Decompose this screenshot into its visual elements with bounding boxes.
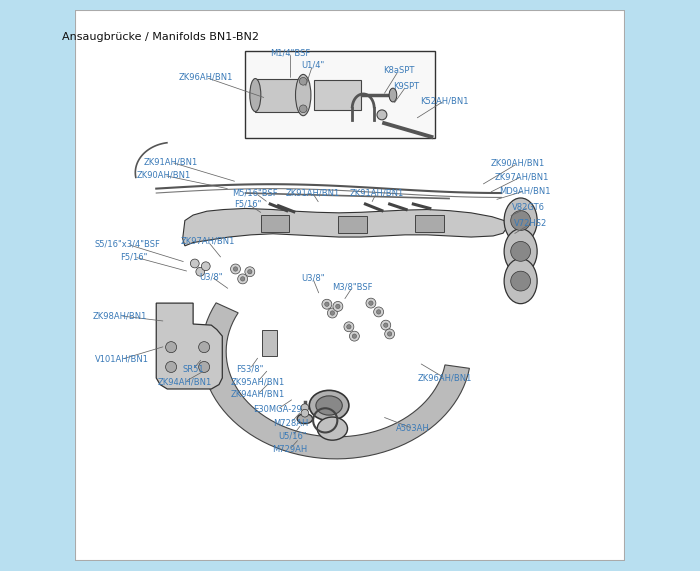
Text: M5/16"BSF: M5/16"BSF [232, 188, 278, 198]
Ellipse shape [309, 391, 349, 421]
Circle shape [381, 320, 391, 330]
Text: ZK91AH/BN1: ZK91AH/BN1 [286, 188, 340, 198]
Circle shape [199, 361, 209, 372]
Text: ZK95AH/BN1: ZK95AH/BN1 [230, 377, 285, 387]
Text: ZK91AH/BN1: ZK91AH/BN1 [144, 158, 198, 167]
Text: E30MGA-29: E30MGA-29 [253, 405, 302, 414]
Text: ZK94AH/BN1: ZK94AH/BN1 [230, 390, 285, 399]
Bar [246, 51, 435, 138]
Text: ZK97AH/BN1: ZK97AH/BN1 [495, 172, 549, 181]
Ellipse shape [317, 417, 347, 440]
Circle shape [349, 331, 359, 341]
Bar [262, 329, 277, 356]
Text: MD9AH/BN1: MD9AH/BN1 [499, 186, 551, 195]
Text: ZK94AH/BN1: ZK94AH/BN1 [158, 377, 212, 387]
Circle shape [301, 404, 309, 412]
Circle shape [374, 307, 384, 317]
Text: ZK96AH/BN1: ZK96AH/BN1 [417, 373, 472, 383]
Ellipse shape [250, 79, 261, 111]
Text: ZK96AH/BN1: ZK96AH/BN1 [178, 73, 233, 82]
Circle shape [346, 324, 351, 329]
Text: U3/8": U3/8" [301, 274, 324, 282]
Circle shape [511, 271, 531, 291]
Circle shape [245, 267, 255, 277]
Circle shape [241, 277, 245, 281]
Circle shape [233, 267, 238, 271]
Text: ZK90AH/BN1: ZK90AH/BN1 [136, 171, 191, 180]
Text: ZK97AH/BN1: ZK97AH/BN1 [181, 237, 235, 246]
Ellipse shape [295, 74, 311, 116]
Circle shape [325, 302, 329, 307]
Circle shape [166, 341, 176, 353]
Circle shape [190, 259, 199, 268]
Ellipse shape [504, 259, 537, 304]
Circle shape [300, 78, 307, 85]
Polygon shape [202, 303, 470, 459]
Circle shape [238, 274, 248, 284]
Circle shape [387, 332, 392, 336]
Text: M1/4"BSF: M1/4"BSF [270, 48, 311, 57]
Ellipse shape [504, 229, 537, 274]
Polygon shape [156, 303, 223, 389]
Circle shape [230, 264, 241, 274]
Text: S5/16"x3/4"BSF: S5/16"x3/4"BSF [94, 240, 160, 249]
Circle shape [344, 322, 354, 332]
Circle shape [328, 308, 337, 318]
Circle shape [366, 298, 376, 308]
Circle shape [511, 211, 531, 231]
Text: M728AH: M728AH [273, 419, 308, 428]
Text: SR51: SR51 [182, 365, 204, 373]
Text: U1/4": U1/4" [301, 61, 324, 70]
Polygon shape [183, 208, 507, 246]
Ellipse shape [298, 414, 313, 424]
Bar [314, 79, 361, 110]
Text: K8aSPT: K8aSPT [383, 66, 414, 75]
Circle shape [248, 270, 252, 274]
Circle shape [330, 311, 335, 315]
Text: U5/16": U5/16" [278, 432, 307, 441]
Circle shape [199, 341, 209, 353]
Text: ZK91AH/BN1: ZK91AH/BN1 [349, 188, 403, 198]
Text: U3/8": U3/8" [199, 272, 223, 281]
Circle shape [369, 301, 373, 305]
Text: A503AH: A503AH [396, 424, 430, 433]
Text: K52AH/BN1: K52AH/BN1 [421, 96, 469, 105]
Text: ZK98AH/BN1: ZK98AH/BN1 [92, 311, 147, 320]
Text: FS3/8": FS3/8" [236, 365, 263, 373]
Circle shape [166, 361, 176, 372]
Bar [261, 215, 290, 232]
Text: M729AH: M729AH [272, 445, 307, 454]
Text: F5/16": F5/16" [234, 199, 262, 208]
Circle shape [384, 323, 388, 327]
Text: V82GT6: V82GT6 [512, 203, 545, 212]
Text: V101AH/BN1: V101AH/BN1 [94, 355, 148, 364]
Bar [256, 79, 300, 111]
Circle shape [385, 329, 395, 339]
Circle shape [196, 267, 204, 276]
Circle shape [202, 262, 210, 271]
Circle shape [322, 299, 332, 309]
Text: F5/16": F5/16" [120, 252, 148, 262]
Text: V72HS2: V72HS2 [514, 219, 547, 228]
Text: K9SPT: K9SPT [393, 82, 419, 91]
Circle shape [377, 309, 381, 314]
Circle shape [511, 242, 531, 262]
Ellipse shape [504, 198, 537, 243]
Text: Ansaugbrücke / Manifolds BN1-BN2: Ansaugbrücke / Manifolds BN1-BN2 [62, 32, 258, 42]
Ellipse shape [316, 396, 342, 415]
Text: M3/8"BSF: M3/8"BSF [332, 282, 373, 291]
Text: ZK90AH/BN1: ZK90AH/BN1 [491, 159, 545, 168]
Circle shape [352, 334, 356, 339]
Circle shape [333, 301, 343, 311]
Ellipse shape [389, 88, 397, 102]
Circle shape [300, 105, 307, 112]
Bar [338, 216, 367, 232]
Bar [415, 215, 444, 232]
Circle shape [336, 304, 340, 308]
Circle shape [301, 409, 309, 417]
Circle shape [377, 110, 387, 120]
